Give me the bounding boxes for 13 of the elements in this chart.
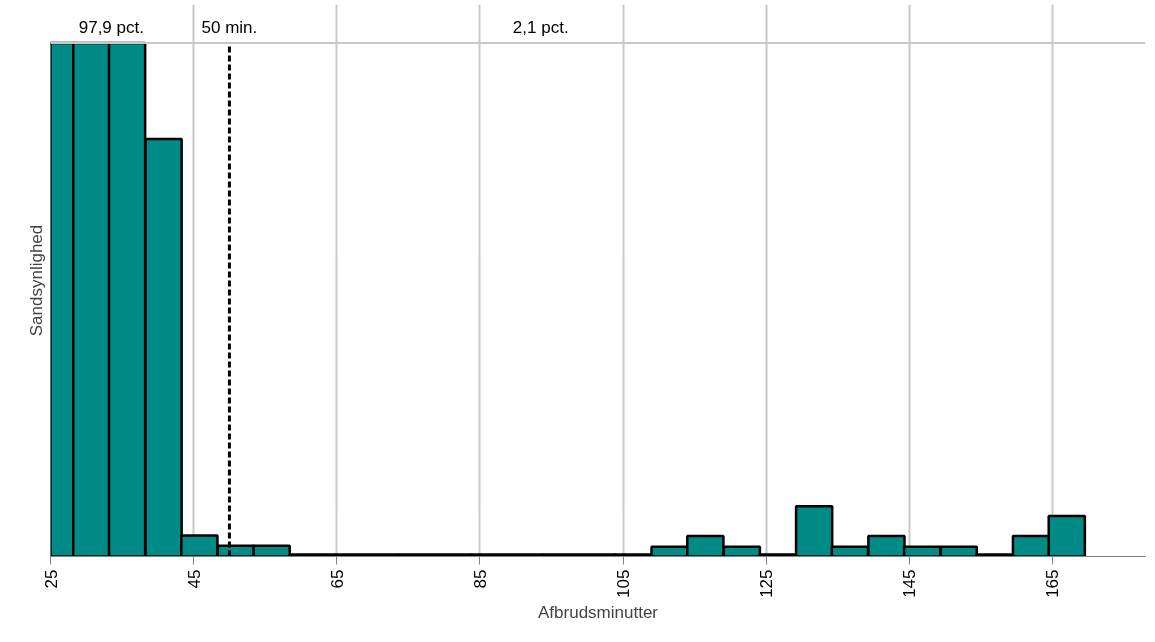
ref-line-label: 50 min. <box>201 18 258 38</box>
text: 97,9 pct. <box>78 18 144 38</box>
y-axis-title: Sandsynlighed <box>26 224 46 337</box>
x-tick-label: 25 <box>41 569 61 589</box>
text: 2,1 pct. <box>512 18 569 38</box>
x-tick-label: 105 <box>614 569 634 598</box>
x-axis-title: Afbrudsminutter <box>538 602 659 622</box>
x-tick-label: 145 <box>900 569 920 598</box>
x-tick-label: 65 <box>327 569 347 589</box>
x-tick-label: 45 <box>184 569 204 589</box>
x-tick-label: 85 <box>470 569 490 589</box>
x-tick-label: 165 <box>1043 569 1063 598</box>
x-tick-label: 125 <box>757 569 777 598</box>
